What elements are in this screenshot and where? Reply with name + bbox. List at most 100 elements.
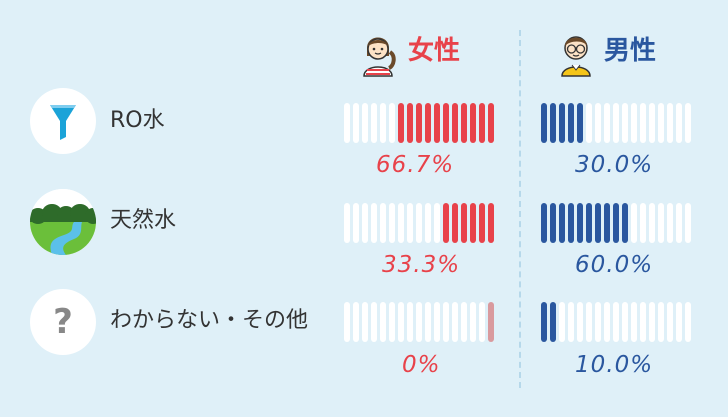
bar-segment-female-row3-17 [488, 302, 494, 342]
bar-segment-female-row1-12 [443, 103, 449, 143]
funnel-icon [50, 105, 76, 140]
bar-segment-male-row1-13 [649, 103, 655, 143]
bar-segment-male-row3-6 [586, 302, 592, 342]
bar-segment-male-row2-4 [568, 203, 574, 243]
bar-segment-male-row2-3 [559, 203, 565, 243]
bar-segment-female-row1-3 [362, 103, 368, 143]
bar-segment-female-row1-10 [425, 103, 431, 143]
bar-segment-male-row3-13 [649, 302, 655, 342]
bar-segment-female-row3-8 [407, 302, 413, 342]
pct-male-other: 10.0% [575, 352, 654, 378]
bar-segment-male-row3-4 [568, 302, 574, 342]
bar-segment-male-row1-8 [604, 103, 610, 143]
bar-segment-male-row2-5 [577, 203, 583, 243]
bar-segment-male-row3-15 [667, 302, 673, 342]
bar-segment-male-row1-3 [559, 103, 565, 143]
bar-segment-male-row1-11 [631, 103, 637, 143]
bar-segment-female-row2-11 [434, 203, 440, 243]
bar-segment-female-row3-15 [470, 302, 476, 342]
bar-segment-female-row2-3 [362, 203, 368, 243]
bar-segment-female-row1-16 [479, 103, 485, 143]
bar-segment-male-row3-14 [658, 302, 664, 342]
bar-segment-male-row1-1 [541, 103, 547, 143]
bar-segment-female-row2-4 [371, 203, 377, 243]
bar-segment-female-row2-12 [443, 203, 449, 243]
bar-segment-female-row2-6 [389, 203, 395, 243]
bar-segment-male-row2-17 [685, 203, 691, 243]
bar-segment-male-row1-14 [658, 103, 664, 143]
bar-segment-female-row2-16 [479, 203, 485, 243]
bar-segment-male-row3-3 [559, 302, 565, 342]
pct-female-other: 0% [402, 352, 441, 378]
column-divider [519, 30, 521, 388]
bar-segment-female-row3-10 [425, 302, 431, 342]
bar-segment-male-row3-5 [577, 302, 583, 342]
pct-male-ro-water: 30.0% [575, 152, 654, 178]
bar-segment-male-row2-2 [550, 203, 556, 243]
bar-segment-female-row2-15 [470, 203, 476, 243]
bar-segment-female-row1-17 [488, 103, 494, 143]
bar-segment-male-row1-15 [667, 103, 673, 143]
bar-segment-male-row1-10 [622, 103, 628, 143]
question-mark-icon: ? [30, 289, 96, 355]
bar-segment-female-row3-12 [443, 302, 449, 342]
female-header: 女性 [408, 36, 461, 66]
bar-segment-male-row2-14 [658, 203, 664, 243]
bar-segment-male-row2-6 [586, 203, 592, 243]
bar-segment-female-row2-1 [344, 203, 350, 243]
bar-segment-male-row1-9 [613, 103, 619, 143]
bar-segment-male-row1-2 [550, 103, 556, 143]
pct-male-natural-water: 60.0% [575, 252, 654, 278]
bar-segment-female-row3-16 [479, 302, 485, 342]
bar-segment-male-row3-2 [550, 302, 556, 342]
bar-segment-male-row2-10 [622, 203, 628, 243]
bar-segment-female-row1-13 [452, 103, 458, 143]
bar-segment-male-row3-10 [622, 302, 628, 342]
bar-segment-male-row1-5 [577, 103, 583, 143]
bar-segment-male-row3-8 [604, 302, 610, 342]
bar-segment-female-row2-7 [398, 203, 404, 243]
bar-segment-male-row3-9 [613, 302, 619, 342]
bar-segment-female-row1-6 [389, 103, 395, 143]
bar-segment-female-row1-9 [416, 103, 422, 143]
bar-segment-female-row2-9 [416, 203, 422, 243]
bar-segment-female-row3-1 [344, 302, 350, 342]
row-label-natural-water: 天然水 [110, 208, 177, 233]
female-avatar-icon [358, 26, 398, 78]
bar-segment-female-row1-15 [470, 103, 476, 143]
bar-segment-female-row3-9 [416, 302, 422, 342]
bar-segment-female-row1-1 [344, 103, 350, 143]
male-header: 男性 [604, 36, 657, 66]
bar-segment-male-row3-12 [640, 302, 646, 342]
bar-segment-male-row2-1 [541, 203, 547, 243]
bar-segment-female-row3-2 [353, 302, 359, 342]
landscape-icon [30, 189, 96, 255]
bar-segment-male-row2-8 [604, 203, 610, 243]
bar-segment-male-row1-4 [568, 103, 574, 143]
bar-segment-female-row2-2 [353, 203, 359, 243]
bar-segment-male-row2-11 [631, 203, 637, 243]
pct-female-natural-water: 33.3% [382, 252, 461, 278]
male-avatar-icon [556, 26, 596, 78]
bar-segment-female-row2-14 [461, 203, 467, 243]
bar-segment-male-row1-6 [586, 103, 592, 143]
bar-segment-male-row3-17 [685, 302, 691, 342]
bar-segment-female-row1-11 [434, 103, 440, 143]
bar-segment-female-row3-5 [380, 302, 386, 342]
bar-segment-female-row2-5 [380, 203, 386, 243]
bar-segment-female-row2-17 [488, 203, 494, 243]
bar-segment-female-row1-2 [353, 103, 359, 143]
bar-segment-male-row2-9 [613, 203, 619, 243]
bar-segment-female-row3-4 [371, 302, 377, 342]
bar-segment-male-row1-12 [640, 103, 646, 143]
row-label-ro-water: RO水 [110, 108, 165, 133]
bar-segment-male-row2-13 [649, 203, 655, 243]
bar-segment-male-row2-7 [595, 203, 601, 243]
row-label-other: わからない・その他 [110, 308, 309, 333]
bar-segment-female-row2-8 [407, 203, 413, 243]
bar-segment-male-row3-16 [676, 302, 682, 342]
bar-segment-male-row1-16 [676, 103, 682, 143]
bar-segment-female-row1-7 [398, 103, 404, 143]
bar-segment-male-row1-17 [685, 103, 691, 143]
bar-segment-male-row3-7 [595, 302, 601, 342]
